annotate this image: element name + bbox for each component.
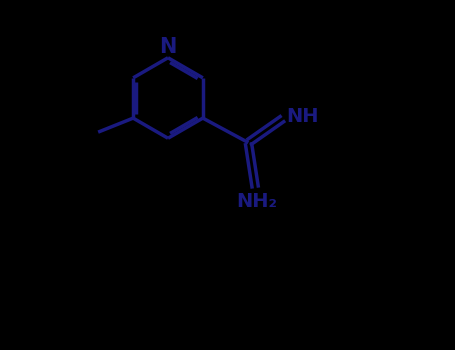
Text: NH₂: NH₂	[237, 192, 278, 211]
Text: NH: NH	[286, 107, 318, 126]
Text: N: N	[159, 37, 177, 57]
